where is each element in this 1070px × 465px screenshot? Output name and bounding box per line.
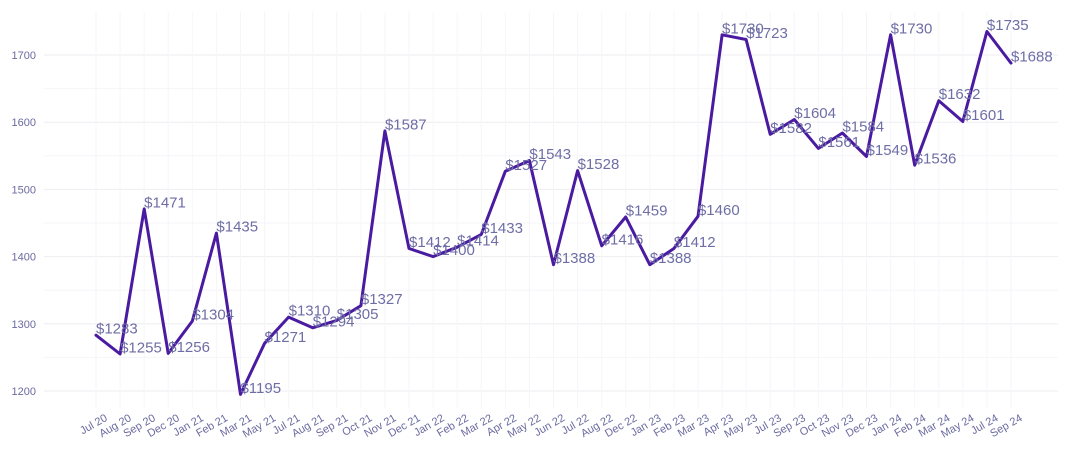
data-label: $1604	[794, 105, 836, 122]
data-label: $1435	[216, 219, 258, 236]
data-label: $1536	[915, 151, 957, 168]
y-tick-label: 1200	[12, 386, 36, 398]
data-label: $1735	[987, 17, 1029, 34]
y-tick-label: 1500	[12, 184, 36, 196]
data-label: $1400	[433, 242, 475, 259]
grid	[44, 12, 1058, 408]
data-label: $1688	[1011, 49, 1053, 66]
data-label: $1294	[313, 313, 355, 330]
y-tick-label: 1400	[12, 252, 36, 264]
data-label: $1327	[361, 291, 403, 308]
data-label: $1304	[192, 307, 234, 324]
series-line	[94, 30, 1013, 396]
y-tick-label: 1300	[12, 319, 36, 331]
data-label: $1283	[96, 321, 138, 338]
data-label: $1412	[674, 234, 716, 251]
data-label: $1471	[144, 194, 186, 211]
data-label: $1416	[602, 231, 644, 248]
data-label: $1388	[650, 250, 692, 267]
data-label: $1460	[698, 202, 740, 219]
data-label: $1305	[337, 306, 379, 323]
data-label: $1433	[481, 220, 523, 237]
data-label: $1584	[842, 118, 884, 135]
data-label: $1587	[385, 116, 427, 133]
data-label: $1723	[746, 25, 788, 42]
data-label: $1543	[529, 146, 571, 163]
data-label: $1414	[457, 233, 499, 250]
data-label: $1412	[409, 234, 451, 251]
data-label: $1632	[939, 86, 981, 103]
data-label: $1255	[120, 340, 162, 357]
data-label: $1256	[168, 339, 210, 356]
data-label: $1582	[770, 120, 812, 137]
data-label: $1549	[867, 142, 909, 159]
data-label: $1310	[289, 303, 331, 320]
data-label: $1195	[240, 380, 281, 397]
y-tick-label: 1700	[12, 50, 36, 62]
data-label: $1601	[963, 107, 1005, 124]
data-label: $1459	[626, 202, 668, 219]
data-label: $1730	[722, 20, 764, 37]
y-axis: 1200 1300 1400 1500 1600 1700	[12, 50, 36, 398]
data-label: $1528	[578, 156, 620, 173]
data-label: $1527	[505, 157, 547, 174]
data-label: $1388	[554, 250, 596, 267]
data-label: $1730	[891, 20, 933, 37]
data-labels: $1283 $1255 $1471 $1256 $1304 $1435 $1195 $1271…	[96, 17, 1053, 397]
data-label: $1271	[265, 329, 307, 346]
y-tick-label: 1600	[12, 117, 36, 129]
data-label: $1561	[818, 134, 860, 151]
